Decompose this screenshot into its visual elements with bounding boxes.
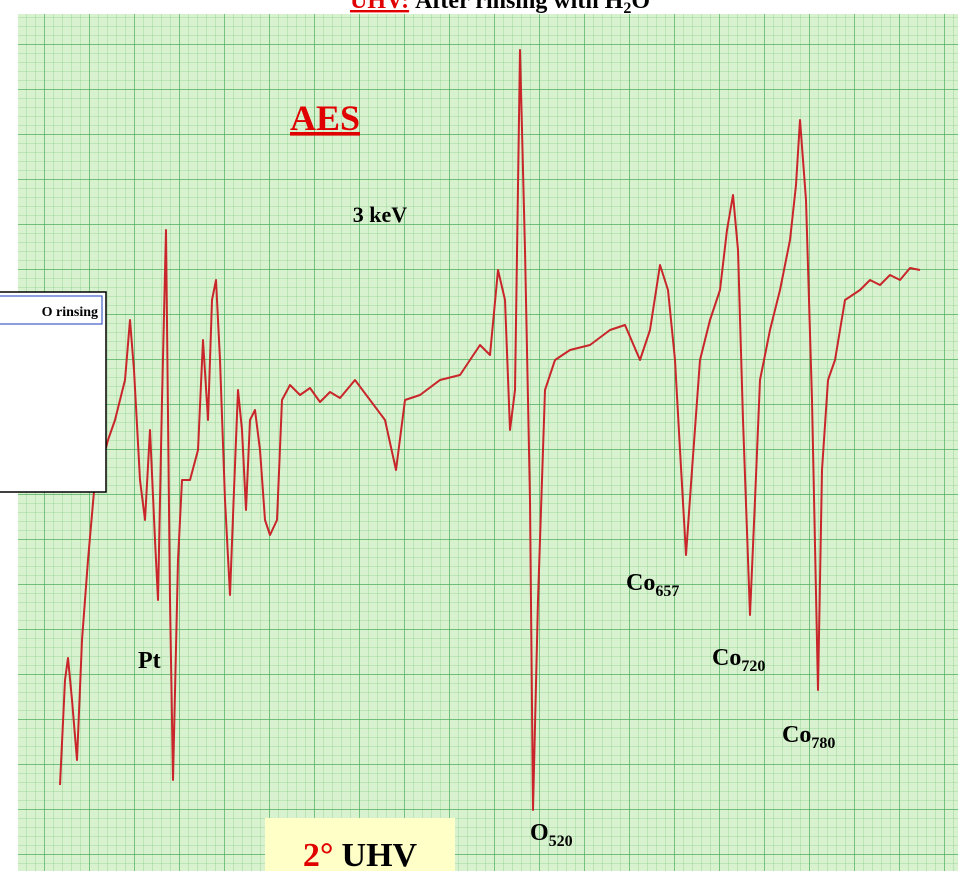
footer-label: 2° UHV (303, 837, 418, 871)
peak-name: Co (782, 722, 811, 748)
title-suffix: O (631, 0, 650, 14)
peak-energy: 780 (811, 735, 835, 752)
energy-label: 3 keV (353, 202, 408, 227)
inset-legend (0, 295, 103, 325)
footer-text: UHV (342, 837, 418, 871)
peak-energy: 720 (741, 658, 765, 675)
peak-name: O (530, 820, 549, 846)
peak-energy: 657 (655, 583, 679, 600)
inset-label: O rinsing (42, 305, 98, 320)
technique-label: AES (290, 98, 360, 138)
peak-label: Co780 (782, 722, 835, 752)
peak-label: Co720 (712, 645, 765, 675)
peak-label: O520 (530, 820, 573, 850)
peak-label: Co657 (626, 570, 679, 600)
title: UHV: After rinsing with H2O (350, 0, 650, 17)
title-prefix: UHV: (350, 0, 409, 14)
title-subscript: 2 (623, 0, 631, 17)
spectrum-trace (59, 49, 921, 811)
inset-box (0, 291, 107, 493)
footer-box (265, 818, 455, 871)
title-text: After rinsing with H (415, 0, 624, 14)
peak-label: Pt (138, 648, 161, 674)
peak-name: Co (626, 570, 655, 596)
peak-energy: 520 (549, 833, 573, 850)
peak-name: Co (712, 645, 741, 671)
footer-number: 2° (303, 837, 334, 871)
